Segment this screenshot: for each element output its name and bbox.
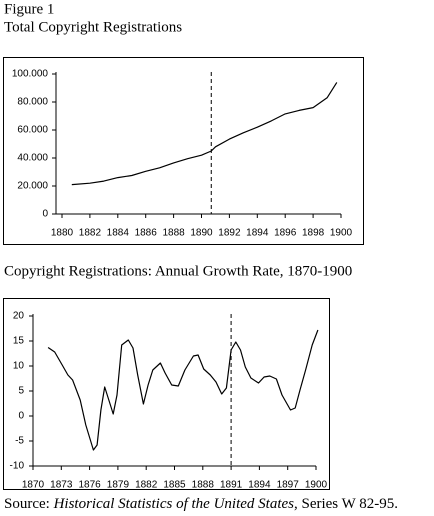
- x-tick-label: 1879: [107, 480, 130, 491]
- x-tick-label: 1890: [190, 228, 213, 239]
- y-tick-label: 80.000: [17, 97, 48, 108]
- chart-frame: [3, 298, 330, 490]
- y-tick-label: 20: [13, 311, 25, 322]
- y-tick-label: 10: [13, 361, 25, 372]
- x-tick-label: 1888: [162, 228, 185, 239]
- y-tick-label: 0: [18, 411, 24, 422]
- y-tick-label: 20.000: [17, 181, 48, 192]
- x-tick-label: 1891: [220, 480, 243, 491]
- source-suffix: , Series W 82-95.: [294, 496, 398, 512]
- data-line: [47, 329, 319, 451]
- y-tick-label: 40.000: [17, 153, 48, 164]
- source-title: Historical Statistics of the United Stat…: [53, 496, 295, 512]
- source-prefix: Source:: [4, 496, 50, 512]
- x-tick-label: 1880: [51, 228, 74, 239]
- y-tick-label: 100.000: [12, 69, 49, 80]
- x-tick-label: 1896: [274, 228, 297, 239]
- x-tick-label: 1882: [135, 480, 158, 491]
- x-tick-label: 1894: [248, 480, 271, 491]
- y-tick-label: -5: [15, 436, 24, 447]
- x-tick-label: 1892: [218, 228, 241, 239]
- x-tick-label: 1886: [135, 228, 158, 239]
- x-tick-label: 1884: [107, 228, 130, 239]
- source-note: Source: Historical Statistics of the Uni…: [4, 496, 398, 512]
- y-tick-label: 5: [18, 386, 24, 397]
- data-line: [71, 82, 338, 186]
- figure-label: Figure 1: [4, 1, 54, 17]
- x-tick-label: 1873: [50, 480, 73, 491]
- chart-frame: [3, 57, 364, 245]
- y-tick-label: 15: [13, 336, 25, 347]
- x-tick-label: 1894: [246, 228, 269, 239]
- x-tick-label: 1882: [79, 228, 102, 239]
- x-tick-label: 1876: [78, 480, 101, 491]
- chart-title: Total Copyright Registrations: [4, 19, 182, 35]
- x-tick-label: 1900: [330, 228, 353, 239]
- x-tick-label: 1870: [22, 480, 45, 491]
- x-tick-label: 1888: [192, 480, 215, 491]
- y-tick-label: 0: [42, 209, 48, 220]
- y-tick-label: 60.000: [17, 125, 48, 136]
- x-tick-label: 1900: [305, 480, 328, 491]
- x-tick-label: 1898: [302, 228, 325, 239]
- x-tick-label: 1885: [163, 480, 186, 491]
- y-tick-label: -10: [10, 461, 25, 472]
- x-tick-label: 1897: [277, 480, 300, 491]
- chart-title: Copyright Registrations: Annual Growth R…: [4, 263, 352, 279]
